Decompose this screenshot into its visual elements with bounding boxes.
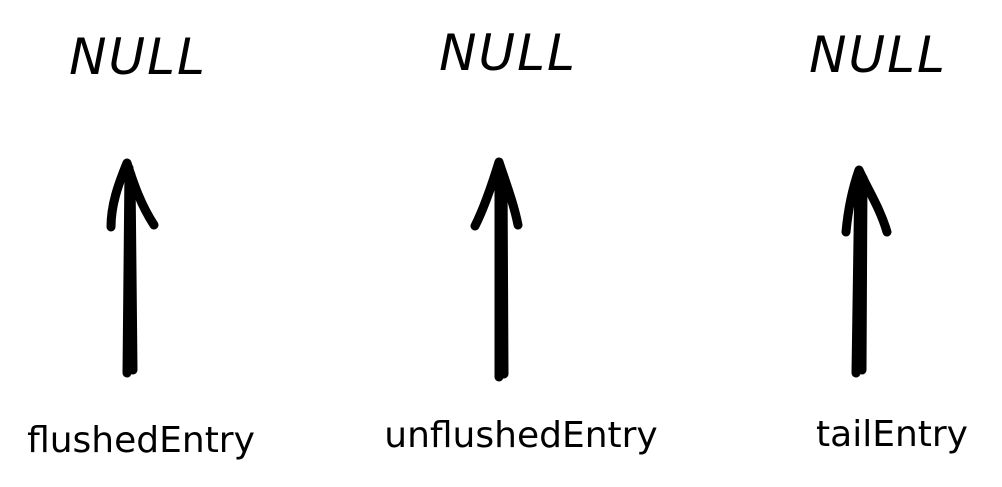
arrow-1-head [106,158,159,232]
null-label-1: NULL [69,28,207,86]
column-tail-entry: NULL tailEntry [809,26,968,455]
pointer-label-unflushed-entry: unflushedEntry [384,415,657,456]
column-unflushed-entry: NULL unflushedEntry [384,24,657,456]
arrow-2 [470,157,523,382]
arrow-2-head [470,157,523,231]
pointer-label-flushed-entry: flushedEntry [27,420,255,461]
arrow-3 [841,165,892,378]
null-label-2: NULL [439,24,577,82]
pointer-label-tail-entry: tailEntry [816,414,968,455]
arrow-1 [106,158,159,378]
column-flushed-entry: NULL flushedEntry [27,28,255,461]
arrow-3-head [841,165,892,237]
null-label-3: NULL [809,26,947,84]
